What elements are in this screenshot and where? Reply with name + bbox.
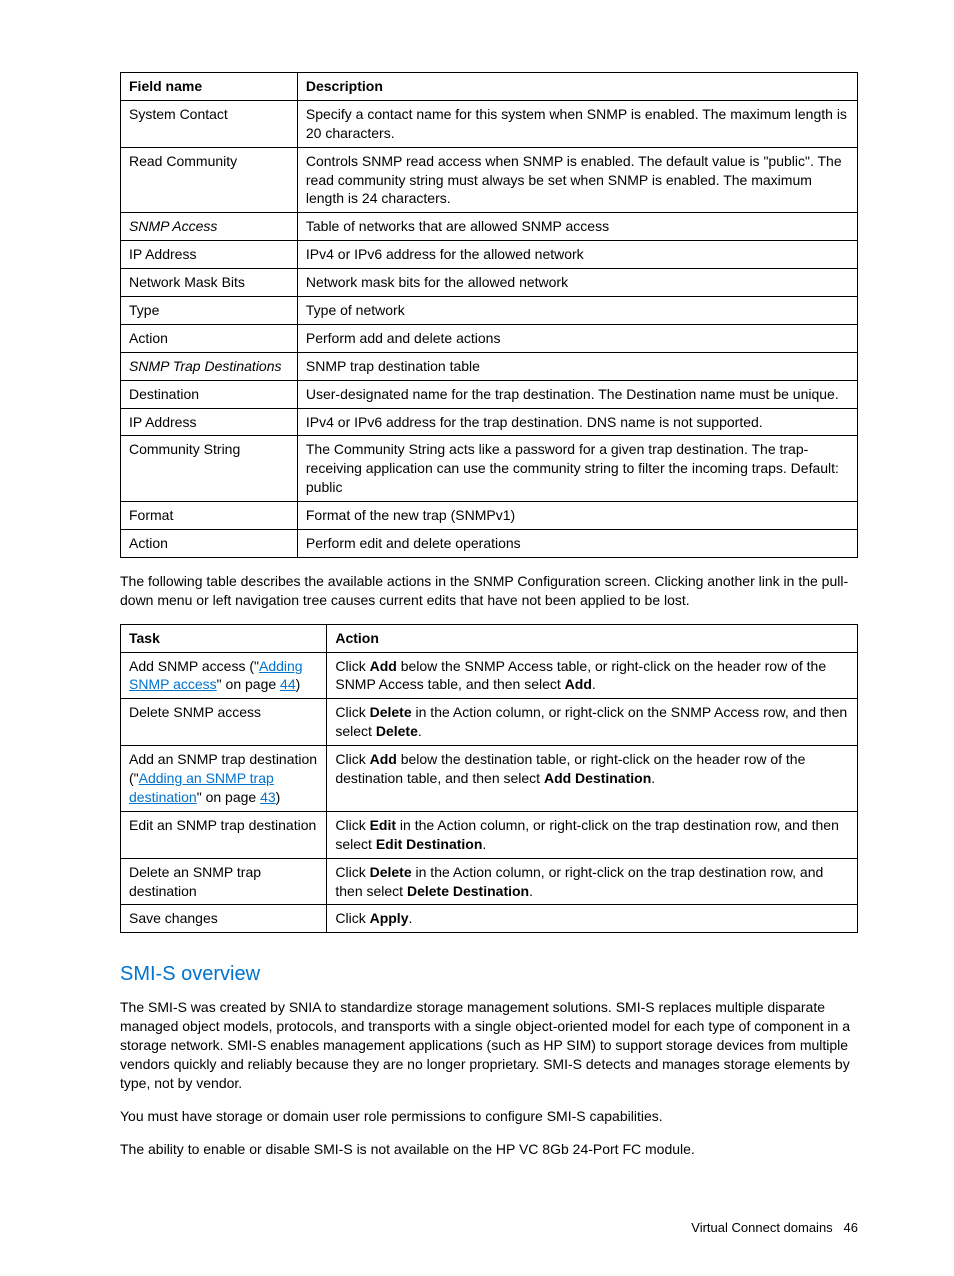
action-cell: Click Delete in the Action column, or ri… bbox=[327, 858, 858, 905]
cross-ref-link[interactable]: Adding SNMP access bbox=[129, 658, 303, 693]
description-cell: Type of network bbox=[297, 297, 857, 325]
task-cell: Add SNMP access ("Adding SNMP access" on… bbox=[121, 652, 327, 699]
task-cell: Edit an SNMP trap destination bbox=[121, 811, 327, 858]
table-row: SNMP Trap DestinationsSNMP trap destinat… bbox=[121, 352, 858, 380]
table-row: FormatFormat of the new trap (SNMPv1) bbox=[121, 502, 858, 530]
action-cell: Click Edit in the Action column, or righ… bbox=[327, 811, 858, 858]
action-keyword: Edit bbox=[370, 817, 396, 833]
description-cell: Specify a contact name for this system w… bbox=[297, 100, 857, 147]
action-cell: Click Add below the destination table, o… bbox=[327, 746, 858, 812]
description-cell: Controls SNMP read access when SNMP is e… bbox=[297, 147, 857, 213]
field-name-cell: Destination bbox=[121, 380, 298, 408]
table2-header-action: Action bbox=[327, 624, 858, 652]
table-row: TypeType of network bbox=[121, 297, 858, 325]
field-name-cell: IP Address bbox=[121, 408, 298, 436]
cross-ref-link[interactable]: Adding an SNMP trap destination bbox=[129, 770, 274, 805]
cross-ref-link[interactable]: 43 bbox=[260, 789, 276, 805]
table-row: Network Mask BitsNetwork mask bits for t… bbox=[121, 269, 858, 297]
action-cell: Click Delete in the Action column, or ri… bbox=[327, 699, 858, 746]
field-name-cell: Action bbox=[121, 324, 298, 352]
table-row: Save changesClick Apply. bbox=[121, 905, 858, 933]
action-keyword: Delete bbox=[370, 704, 412, 720]
field-name-cell: Community String bbox=[121, 436, 298, 502]
description-cell: The Community String acts like a passwor… bbox=[297, 436, 857, 502]
field-name-cell: Read Community bbox=[121, 147, 298, 213]
action-keyword: Add Destination bbox=[544, 770, 651, 786]
table-row: DestinationUser-designated name for the … bbox=[121, 380, 858, 408]
description-cell: Perform edit and delete operations bbox=[297, 530, 857, 558]
action-keyword: Add bbox=[565, 676, 592, 692]
description-cell: Table of networks that are allowed SNMP … bbox=[297, 213, 857, 241]
description-cell: Network mask bits for the allowed networ… bbox=[297, 269, 857, 297]
cross-ref-link[interactable]: 44 bbox=[280, 676, 296, 692]
table2-header-task: Task bbox=[121, 624, 327, 652]
table-row: Edit an SNMP trap destinationClick Edit … bbox=[121, 811, 858, 858]
smis-para-2: You must have storage or domain user rol… bbox=[120, 1107, 858, 1126]
action-keyword: Apply bbox=[370, 910, 409, 926]
table-row: Delete SNMP accessClick Delete in the Ac… bbox=[121, 699, 858, 746]
table-row: ActionPerform add and delete actions bbox=[121, 324, 858, 352]
task-cell: Delete SNMP access bbox=[121, 699, 327, 746]
action-keyword: Delete bbox=[376, 723, 418, 739]
table-row: Read CommunityControls SNMP read access … bbox=[121, 147, 858, 213]
action-keyword: Add bbox=[370, 751, 397, 767]
table-row: SNMP AccessTable of networks that are al… bbox=[121, 213, 858, 241]
task-cell: Delete an SNMP trap destination bbox=[121, 858, 327, 905]
field-name-cell: SNMP Access bbox=[121, 213, 298, 241]
table-row: Add SNMP access ("Adding SNMP access" on… bbox=[121, 652, 858, 699]
table2-intro: The following table describes the availa… bbox=[120, 572, 858, 610]
smis-para-3: The ability to enable or disable SMI-S i… bbox=[120, 1140, 858, 1159]
table1-header-field: Field name bbox=[121, 73, 298, 101]
footer-page-number: 46 bbox=[844, 1220, 858, 1235]
field-name-cell: Format bbox=[121, 502, 298, 530]
table-row: Delete an SNMP trap destinationClick Del… bbox=[121, 858, 858, 905]
field-name-cell: System Contact bbox=[121, 100, 298, 147]
field-name-cell: Action bbox=[121, 530, 298, 558]
description-cell: Format of the new trap (SNMPv1) bbox=[297, 502, 857, 530]
field-name-cell: Network Mask Bits bbox=[121, 269, 298, 297]
field-name-cell: IP Address bbox=[121, 241, 298, 269]
task-cell: Save changes bbox=[121, 905, 327, 933]
table1-header-desc: Description bbox=[297, 73, 857, 101]
section-heading-smis: SMI-S overview bbox=[120, 961, 858, 988]
footer-section: Virtual Connect domains bbox=[691, 1220, 832, 1235]
field-name-cell: Type bbox=[121, 297, 298, 325]
table-row: IP AddressIPv4 or IPv6 address for the t… bbox=[121, 408, 858, 436]
action-keyword: Delete bbox=[370, 864, 412, 880]
table-row: Community StringThe Community String act… bbox=[121, 436, 858, 502]
description-cell: User-designated name for the trap destin… bbox=[297, 380, 857, 408]
page-footer: Virtual Connect domains 46 bbox=[120, 1219, 858, 1237]
table-row: ActionPerform edit and delete operations bbox=[121, 530, 858, 558]
task-cell: Add an SNMP trap destination ("Adding an… bbox=[121, 746, 327, 812]
action-cell: Click Apply. bbox=[327, 905, 858, 933]
action-cell: Click Add below the SNMP Access table, o… bbox=[327, 652, 858, 699]
action-keyword: Delete Destination bbox=[407, 883, 529, 899]
field-description-table: Field name Description System ContactSpe… bbox=[120, 72, 858, 558]
description-cell: IPv4 or IPv6 address for the allowed net… bbox=[297, 241, 857, 269]
field-name-cell: SNMP Trap Destinations bbox=[121, 352, 298, 380]
table-row: System ContactSpecify a contact name for… bbox=[121, 100, 858, 147]
smis-para-1: The SMI-S was created by SNIA to standar… bbox=[120, 998, 858, 1092]
description-cell: SNMP trap destination table bbox=[297, 352, 857, 380]
table-row: IP AddressIPv4 or IPv6 address for the a… bbox=[121, 241, 858, 269]
description-cell: Perform add and delete actions bbox=[297, 324, 857, 352]
action-keyword: Add bbox=[370, 658, 397, 674]
task-action-table: Task Action Add SNMP access ("Adding SNM… bbox=[120, 624, 858, 934]
description-cell: IPv4 or IPv6 address for the trap destin… bbox=[297, 408, 857, 436]
table-row: Add an SNMP trap destination ("Adding an… bbox=[121, 746, 858, 812]
action-keyword: Edit Destination bbox=[376, 836, 483, 852]
